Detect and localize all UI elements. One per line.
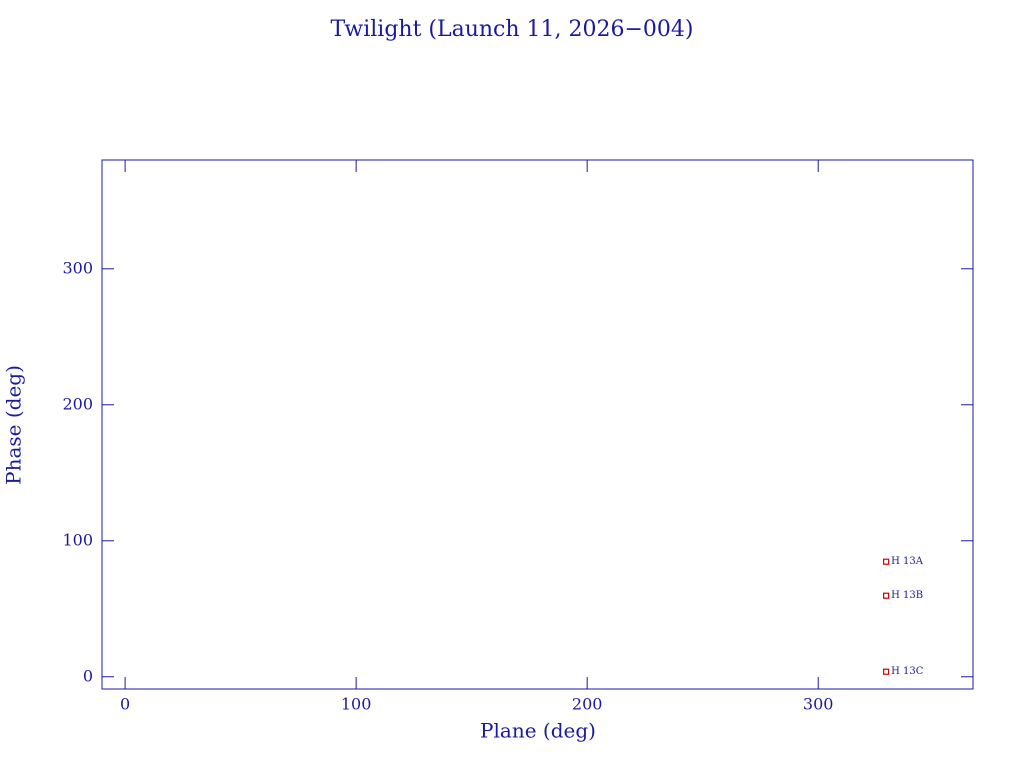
x-tick-label: 0 <box>120 695 130 714</box>
y-axis-label: Phase (deg) <box>2 365 26 485</box>
y-tick-label: 0 <box>83 666 93 685</box>
x-tick-label: 300 <box>803 695 834 714</box>
x-axis-label: Plane (deg) <box>480 719 596 743</box>
point <box>883 668 890 675</box>
x-tick-label: 200 <box>572 695 603 714</box>
point-label: H 13A <box>891 556 924 567</box>
y-tick-label: 100 <box>62 530 93 549</box>
point <box>883 592 890 599</box>
plot-frame <box>101 159 974 690</box>
y-tick-label: 200 <box>62 394 93 413</box>
point <box>883 558 890 565</box>
point-label: H 13B <box>891 590 923 601</box>
point-label: H 13C <box>891 666 924 677</box>
x-tick-label: 100 <box>341 695 372 714</box>
chart-title: Twilight (Launch 11, 2026−004) <box>330 17 693 42</box>
y-tick-label: 300 <box>62 258 93 277</box>
